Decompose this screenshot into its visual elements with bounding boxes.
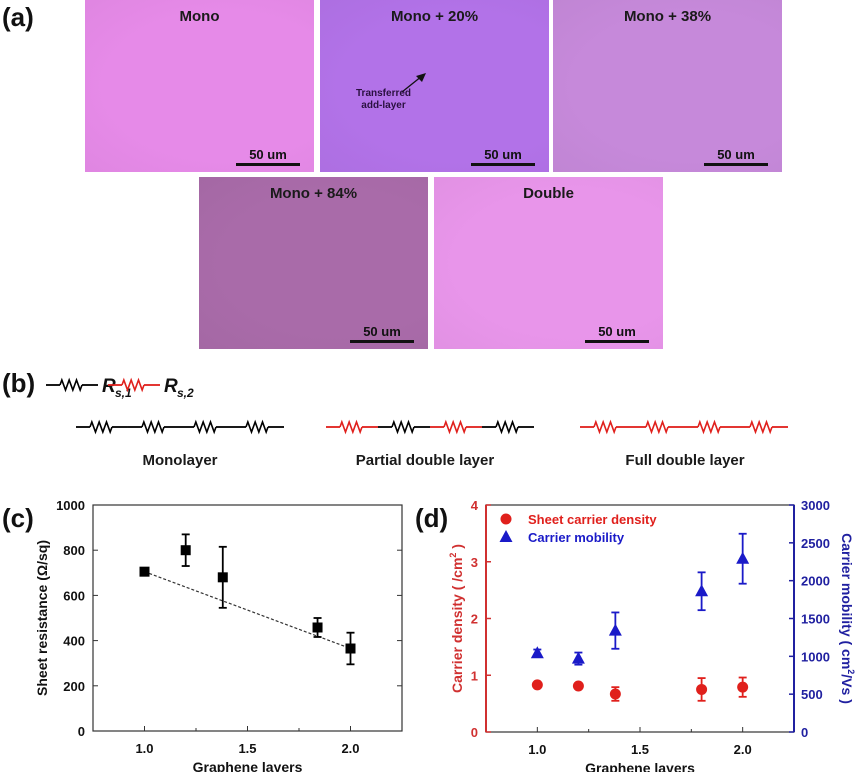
scale-bar: 50 um bbox=[236, 147, 300, 166]
legend-entry: Carrier mobility bbox=[528, 530, 625, 545]
y-tick-label: 200 bbox=[63, 679, 85, 694]
panel-d-label: (d) bbox=[415, 503, 448, 533]
fit-line bbox=[144, 571, 351, 650]
resistor-icon bbox=[121, 377, 145, 393]
circle-marker bbox=[572, 680, 584, 692]
y-right-tick-label: 1500 bbox=[801, 612, 830, 627]
triangle-marker bbox=[571, 651, 585, 664]
arrow-icon bbox=[401, 73, 426, 93]
resistor-icon bbox=[593, 419, 617, 435]
annotation-line: Transferred bbox=[356, 88, 412, 99]
scale-bar: 50 um bbox=[704, 147, 768, 166]
triangle-marker bbox=[530, 646, 544, 659]
resistor-icon bbox=[645, 419, 669, 435]
panel-b-label: (b) bbox=[2, 368, 36, 398]
y-tick-label: 800 bbox=[63, 543, 85, 558]
resistor-icon bbox=[339, 419, 363, 435]
resistor-icon bbox=[141, 419, 165, 435]
y-right-tick-label: 2500 bbox=[801, 536, 830, 551]
y-right-tick-label: 1000 bbox=[801, 649, 830, 664]
x-tick-label: 1.5 bbox=[238, 741, 256, 756]
scale-bar: 50 um bbox=[350, 324, 414, 343]
micrograph-1: Mono + 20% 50 um Transferred add-layer bbox=[320, 0, 549, 172]
square-marker bbox=[345, 643, 356, 654]
resistor-icon bbox=[697, 419, 721, 435]
resistor-icon bbox=[193, 419, 217, 435]
y-right-tick-label: 0 bbox=[801, 725, 808, 740]
micrograph-4: Double 50 um bbox=[434, 177, 663, 349]
triangle-marker bbox=[695, 584, 709, 597]
circuit-label-partial: Partial double layer bbox=[355, 452, 495, 469]
legend-symbol: R bbox=[164, 376, 178, 397]
y-tick-label: 1000 bbox=[56, 498, 85, 513]
resistor-icon bbox=[245, 419, 269, 435]
resistor-icon bbox=[59, 377, 83, 393]
y-left-tick-label: 4 bbox=[471, 498, 479, 513]
scale-bar: 50 um bbox=[471, 147, 535, 166]
micrograph-title: Mono + 38% bbox=[623, 8, 712, 25]
triangle-marker bbox=[608, 623, 622, 636]
legend-symbol: R bbox=[102, 376, 116, 397]
y-left-tick-label: 2 bbox=[471, 612, 478, 627]
circuit-label-full: Full double layer bbox=[625, 452, 745, 469]
y-right-tick-label: 2000 bbox=[801, 574, 830, 589]
annotation: Transferred add-layer bbox=[356, 88, 411, 112]
scale-bar: 50 um bbox=[585, 324, 649, 343]
annotation-line: add-layer bbox=[361, 100, 406, 111]
y-left-axis-title: Carrier density ( /cm2 ) bbox=[448, 544, 465, 693]
x-tick-label: 2.0 bbox=[734, 742, 752, 757]
square-marker bbox=[217, 572, 228, 583]
circle-marker bbox=[500, 513, 512, 525]
circle-marker bbox=[737, 681, 749, 693]
micrograph-title: Double bbox=[523, 185, 574, 202]
micrograph-title: Mono bbox=[179, 8, 220, 25]
square-marker bbox=[139, 566, 150, 577]
x-tick-label: 1.0 bbox=[528, 742, 546, 757]
x-axis-title: Graphene layers bbox=[193, 759, 303, 772]
title-end: /Vs ) bbox=[839, 674, 855, 704]
y-right-tick-label: 3000 bbox=[801, 498, 830, 513]
square-marker bbox=[312, 622, 323, 633]
y-axis-title: Sheet resistance (Ω/sq) bbox=[34, 540, 50, 696]
superscript: 2 bbox=[448, 553, 458, 558]
x-tick-label: 2.0 bbox=[341, 741, 359, 756]
plot-frame bbox=[92, 504, 403, 732]
triangle-marker bbox=[499, 530, 513, 542]
circle-marker bbox=[531, 679, 543, 691]
circle-marker bbox=[696, 683, 708, 695]
y-left-tick-label: 0 bbox=[471, 725, 478, 740]
circuit-label-monolayer: Monolayer bbox=[142, 452, 218, 469]
legend-entry: Sheet carrier density bbox=[528, 512, 657, 527]
panel-c-label: (c) bbox=[2, 503, 34, 533]
panel-a-label: (a) bbox=[2, 2, 34, 32]
micrograph-2: Mono + 38% 50 um bbox=[553, 0, 782, 172]
title-end: ) bbox=[449, 544, 465, 553]
y-right-tick-label: 500 bbox=[801, 687, 823, 702]
x-tick-label: 1.0 bbox=[135, 741, 153, 756]
micrograph-title: Mono + 84% bbox=[269, 185, 358, 202]
x-tick-label: 1.5 bbox=[631, 742, 649, 757]
superscript: 2 bbox=[846, 669, 856, 674]
y-tick-label: 0 bbox=[78, 724, 85, 739]
y-tick-label: 600 bbox=[63, 588, 85, 603]
legend-subscript: s,2 bbox=[177, 386, 194, 400]
y-tick-label: 400 bbox=[63, 634, 85, 649]
resistor-icon bbox=[89, 419, 113, 435]
circle-marker bbox=[609, 688, 621, 700]
resistor-icon bbox=[391, 419, 415, 435]
square-marker bbox=[180, 545, 191, 556]
micrograph-0: Mono 50 um bbox=[85, 0, 314, 172]
resistor-icon bbox=[495, 419, 519, 435]
micrograph-title: Mono + 20% bbox=[390, 8, 479, 25]
resistor-icon bbox=[749, 419, 773, 435]
y-left-tick-label: 3 bbox=[471, 555, 478, 570]
y-left-tick-label: 1 bbox=[471, 668, 478, 683]
y-right-axis-title: Carrier mobility ( cm2/Vs ) bbox=[839, 533, 856, 704]
resistor-icon bbox=[443, 419, 467, 435]
x-axis-title: Graphene layers bbox=[585, 760, 695, 772]
micrograph-3: Mono + 84% 50 um bbox=[199, 177, 428, 349]
triangle-marker bbox=[736, 551, 750, 564]
